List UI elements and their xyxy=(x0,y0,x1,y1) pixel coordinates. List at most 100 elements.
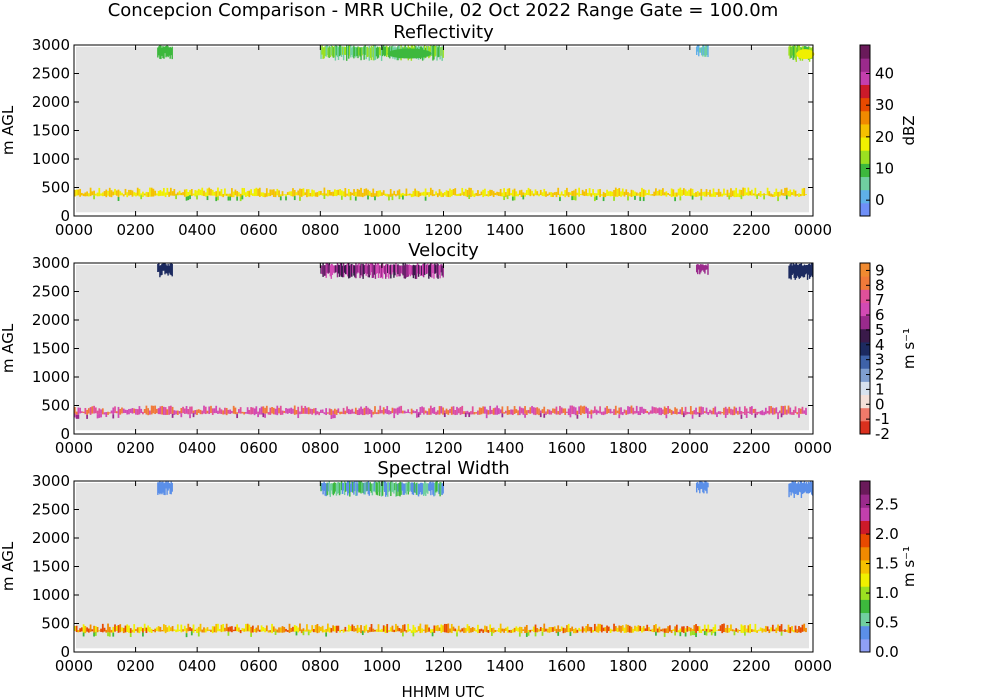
data-cell xyxy=(204,406,207,415)
data-cell xyxy=(377,481,380,492)
data-cell xyxy=(796,45,799,56)
data-cell xyxy=(411,265,414,276)
data-cell xyxy=(353,625,355,632)
data-cell xyxy=(135,192,137,197)
data-cell xyxy=(295,625,298,632)
data-cell xyxy=(408,264,411,275)
data-cell xyxy=(620,625,622,633)
data-cell xyxy=(498,408,500,415)
data-cell xyxy=(158,46,160,56)
data-cell xyxy=(763,628,765,632)
data-cell xyxy=(491,631,493,636)
x-tick-label: 0200 xyxy=(116,221,154,239)
data-cell xyxy=(164,407,167,415)
data-cell xyxy=(670,188,673,198)
data-cell xyxy=(285,196,287,201)
data-cell xyxy=(199,189,202,196)
data-cell xyxy=(569,413,572,418)
data-cell xyxy=(742,187,745,197)
data-cell xyxy=(777,197,779,202)
data-cell xyxy=(115,190,118,196)
x-tick-label: 1200 xyxy=(424,221,462,239)
data-cell xyxy=(140,193,143,196)
data-cell xyxy=(357,483,359,492)
data-cell xyxy=(405,264,407,278)
colorbar-tick-label: 10 xyxy=(875,160,894,178)
data-cell xyxy=(351,481,353,492)
data-cell xyxy=(328,408,331,415)
data-cell xyxy=(376,263,379,274)
colorbar-segment xyxy=(860,328,870,343)
data-cell xyxy=(644,190,647,196)
colorbar-tick-label: 1.5 xyxy=(875,555,899,573)
data-cell xyxy=(365,263,367,276)
data-cell xyxy=(496,630,499,632)
data-cell xyxy=(590,627,593,633)
data-cell xyxy=(239,629,242,634)
data-cell xyxy=(407,623,410,632)
data-cell xyxy=(370,409,373,414)
data-cell xyxy=(358,46,360,56)
data-cell xyxy=(569,192,572,196)
data-cell xyxy=(473,412,476,415)
data-cell xyxy=(709,189,711,197)
data-cell xyxy=(651,406,654,414)
data-cell xyxy=(368,627,371,633)
data-cell xyxy=(414,188,417,197)
data-cell xyxy=(364,264,366,274)
data-cell xyxy=(798,483,801,492)
data-cell xyxy=(135,629,137,632)
data-cell xyxy=(679,628,682,633)
colorbar-tick-label: 2 xyxy=(875,366,885,384)
colorbar-segment xyxy=(860,150,870,164)
data-cell xyxy=(241,195,244,200)
y-tick-label: 1000 xyxy=(32,368,70,386)
data-cell xyxy=(182,406,184,414)
data-cell xyxy=(494,407,497,415)
data-cell xyxy=(379,405,382,414)
data-cell xyxy=(642,197,645,202)
data-cell xyxy=(152,188,155,197)
data-cell xyxy=(190,406,193,414)
data-cell xyxy=(792,189,795,196)
data-cell xyxy=(480,628,483,632)
data-cell xyxy=(655,188,657,196)
data-cell xyxy=(325,45,327,57)
data-cell xyxy=(276,405,279,416)
colorbar-segment xyxy=(860,189,870,204)
data-cell xyxy=(716,412,718,414)
data-cell xyxy=(789,483,791,492)
data-cell xyxy=(761,193,764,196)
data-cell xyxy=(435,481,437,493)
data-cell xyxy=(571,405,574,415)
data-cell xyxy=(244,192,247,197)
data-cell xyxy=(143,409,146,414)
data-cell xyxy=(707,482,709,488)
data-cell xyxy=(400,405,403,414)
data-cell xyxy=(196,409,198,415)
data-cell xyxy=(728,192,731,196)
data-cell xyxy=(562,194,565,196)
data-cell xyxy=(719,625,722,632)
data-cell xyxy=(580,629,582,632)
data-cell xyxy=(387,482,389,497)
data-cell xyxy=(665,408,668,415)
data-cell xyxy=(171,413,174,418)
data-cell xyxy=(361,482,363,493)
data-cell xyxy=(346,193,348,196)
data-cell xyxy=(217,623,219,632)
data-cell xyxy=(201,410,204,415)
data-cell xyxy=(340,629,343,631)
data-cell xyxy=(403,483,405,495)
data-cell xyxy=(435,45,437,56)
data-cell xyxy=(367,195,369,200)
data-cell xyxy=(763,195,765,200)
data-cell xyxy=(199,409,202,415)
data-cell xyxy=(169,187,172,196)
data-cell xyxy=(581,189,584,196)
data-cell xyxy=(327,623,329,632)
data-cell xyxy=(362,482,364,494)
data-cell xyxy=(384,409,387,414)
data-cell xyxy=(798,625,800,633)
